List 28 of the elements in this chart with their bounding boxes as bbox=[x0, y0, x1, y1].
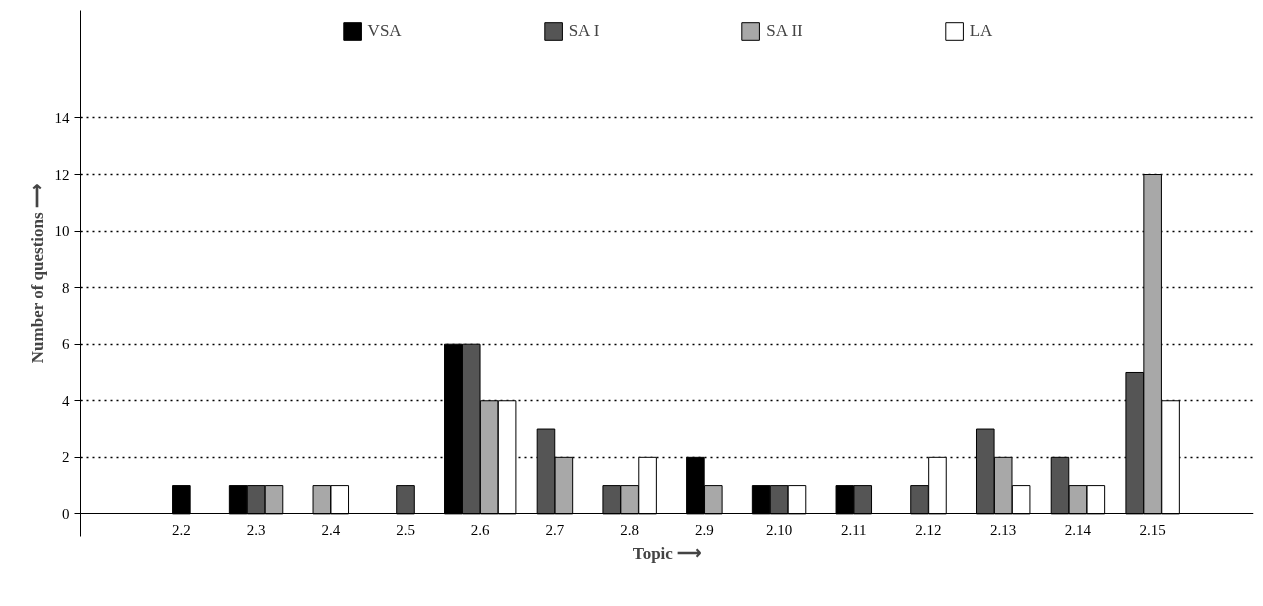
x-tick-label: 2.10 bbox=[765, 521, 793, 538]
y-tick-label: 10 bbox=[54, 223, 70, 240]
y-tick-label: 0 bbox=[62, 505, 70, 522]
y-tick-label: 14 bbox=[54, 109, 70, 126]
x-tick-label: 2.8 bbox=[620, 521, 640, 538]
y-tick-label: 8 bbox=[62, 279, 70, 296]
x-tick-label: 2.3 bbox=[246, 521, 266, 538]
x-tick-label: 2.13 bbox=[990, 521, 1017, 538]
x-tick-label: 2.14 bbox=[1064, 521, 1092, 538]
x-tick-label: 2.15 bbox=[1139, 521, 1166, 538]
x-tick-label: 2.5 bbox=[396, 521, 415, 538]
y-tick-label: 4 bbox=[62, 392, 70, 409]
x-tick-label: 2.6 bbox=[470, 521, 491, 538]
legend-label: LA bbox=[969, 21, 993, 41]
x-tick-label: 2.12 bbox=[915, 521, 942, 538]
legend-label: SA II bbox=[766, 21, 803, 41]
y-tick-label: 6 bbox=[62, 336, 70, 353]
x-tick-label: 2.9 bbox=[694, 521, 714, 538]
legend-label: VSA bbox=[367, 21, 402, 41]
x-axis-title: Topic ⟶ bbox=[632, 543, 702, 563]
legend-label: SA I bbox=[568, 21, 600, 41]
x-tick-label: 2.2 bbox=[171, 521, 191, 538]
x-tick-label: 2.4 bbox=[321, 521, 341, 538]
y-tick-label: 12 bbox=[54, 166, 70, 183]
y-tick-label: 2 bbox=[62, 449, 70, 466]
x-tick-label: 2.7 bbox=[545, 521, 565, 538]
x-tick-label: 2.11 bbox=[840, 521, 867, 538]
y-axis-title: Number of questions ⟶ bbox=[27, 184, 47, 364]
